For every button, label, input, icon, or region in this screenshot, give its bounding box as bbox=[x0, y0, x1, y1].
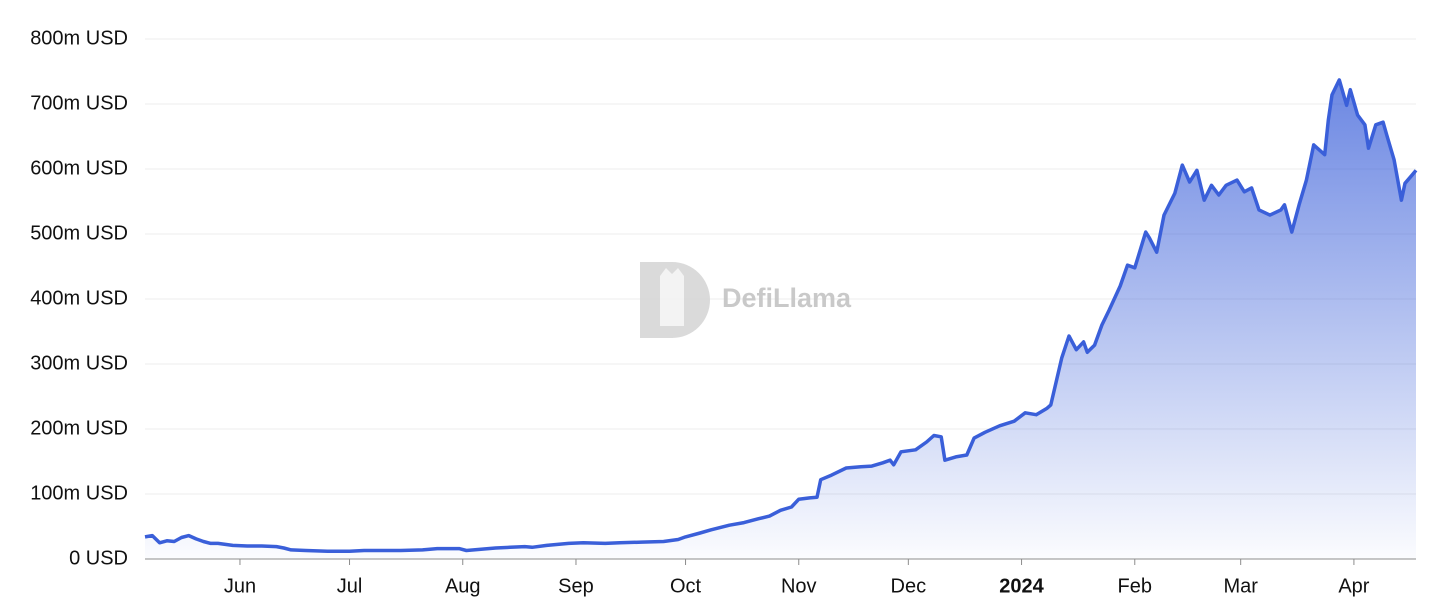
x-tick-label: Jun bbox=[224, 575, 256, 597]
x-tick-label: Jul bbox=[337, 575, 363, 597]
x-tick-label: Mar bbox=[1223, 575, 1258, 597]
plot bbox=[144, 78, 1418, 560]
x-tick-label: Oct bbox=[670, 575, 702, 597]
x-tick-label: Dec bbox=[891, 575, 927, 597]
line bbox=[144, 78, 1418, 553]
watermark-text: DefiLlama bbox=[722, 283, 852, 313]
x-tick-label: Apr bbox=[1338, 575, 1369, 597]
y-tick-label: 500m USD bbox=[30, 222, 128, 244]
y-tick-label: 800m USD bbox=[30, 27, 128, 49]
y-tick-label: 0 USD bbox=[69, 547, 128, 569]
y-tick-label: 400m USD bbox=[30, 287, 128, 309]
x-tick-label: Aug bbox=[445, 575, 481, 597]
area-fill bbox=[145, 79, 1416, 560]
x-tick-label: 2024 bbox=[999, 575, 1044, 597]
x-tick-label: Nov bbox=[781, 575, 817, 597]
watermark-llama bbox=[660, 268, 684, 326]
axes: 0 USD 100m USD 200m USD 300m USD 400m USD 500… bbox=[30, 27, 1416, 597]
y-tick-label: 100m USD bbox=[30, 482, 128, 504]
x-tick-label: Feb bbox=[1118, 575, 1152, 597]
y-tick-label: 200m USD bbox=[30, 417, 128, 439]
y-tick-label: 600m USD bbox=[30, 157, 128, 179]
x-tick-label: Sep bbox=[558, 575, 594, 597]
y-tick-label: 700m USD bbox=[30, 92, 128, 114]
grid bbox=[145, 38, 1416, 560]
watermark: DefiLlama bbox=[640, 262, 852, 338]
y-tick-label: 300m USD bbox=[30, 352, 128, 374]
